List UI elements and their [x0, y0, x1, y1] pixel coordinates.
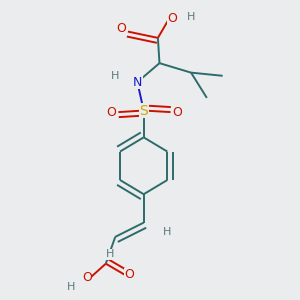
Text: O: O — [106, 106, 116, 118]
Text: H: H — [163, 227, 172, 237]
Text: H: H — [67, 282, 75, 292]
Text: O: O — [167, 12, 177, 26]
Text: O: O — [124, 268, 134, 281]
Text: O: O — [117, 22, 127, 35]
Text: N: N — [133, 76, 142, 88]
Text: O: O — [172, 106, 182, 118]
Text: H: H — [106, 249, 115, 259]
Text: H: H — [187, 12, 195, 22]
Text: O: O — [82, 272, 92, 284]
Text: S: S — [139, 103, 148, 118]
Text: H: H — [111, 71, 119, 81]
